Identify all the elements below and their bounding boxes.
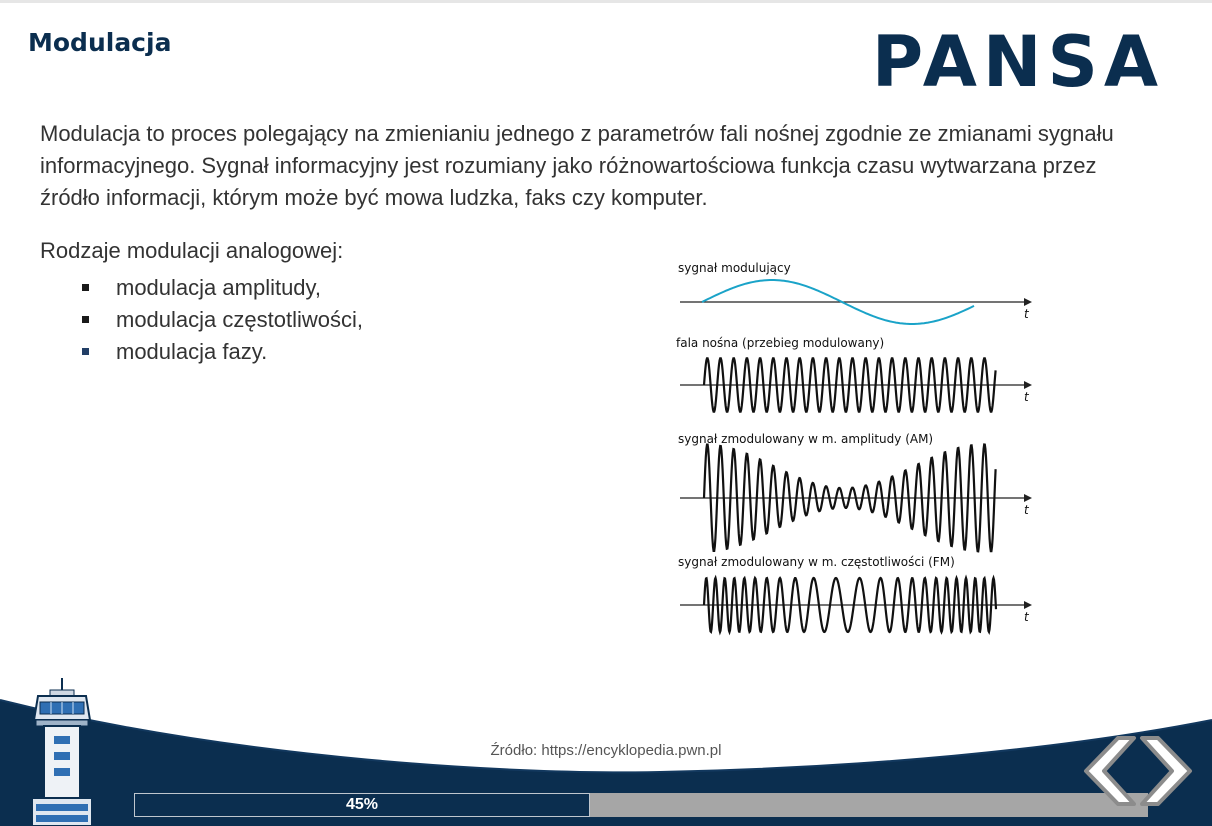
axis-label-t: t	[1024, 390, 1030, 404]
bullet-icon	[82, 284, 89, 291]
axis-modulating	[680, 298, 1032, 306]
chevron-right-icon	[1140, 736, 1192, 806]
chevron-left-icon	[1084, 736, 1136, 806]
progress-bar-fill	[134, 793, 590, 817]
list-item: modulacja częstotliwości,	[78, 304, 363, 336]
list-item-label: modulacja fazy.	[116, 339, 268, 364]
panel-label-am: sygnał zmodulowany w m. amplitudy (AM)	[678, 432, 933, 446]
axis-label-t: t	[1024, 610, 1030, 624]
panel-label-fm: sygnał zmodulowany w m. częstotliwości (…	[678, 555, 955, 569]
list-item-label: modulacja częstotliwości,	[116, 307, 363, 332]
list-item-label: modulacja amplitudy,	[116, 275, 322, 300]
control-tower-icon	[31, 678, 93, 826]
top-border	[0, 0, 1212, 3]
panel-label-modulating: sygnał modulujący	[678, 261, 791, 275]
fm-wave	[702, 574, 998, 636]
svg-text:PANSA: PANSA	[872, 21, 1164, 100]
panel-label-carrier: fala nośna (przebieg modulowany)	[676, 336, 884, 350]
intro-paragraph: Modulacja to proces polegający na zmieni…	[40, 121, 1114, 210]
modulation-figure: sygnał modulujący fala nośna (przebieg m…	[676, 261, 1032, 636]
axis-label-t: t	[1024, 307, 1030, 321]
am-wave	[702, 443, 997, 553]
previous-slide-button[interactable]	[1076, 734, 1138, 808]
list-item: modulacja amplitudy,	[78, 272, 363, 304]
pansa-logo: PANSA	[872, 21, 1164, 100]
progress-label: 45%	[345, 796, 379, 813]
modulation-types-heading: Rodzaje modulacji analogowej:	[40, 238, 344, 263]
bullet-icon	[82, 348, 89, 355]
modulating-signal-wave	[701, 279, 975, 325]
bullet-icon	[82, 316, 89, 323]
slide-title: Modulacja	[28, 28, 172, 57]
modulation-types-list: modulacja amplitudy, modulacja częstotli…	[78, 272, 363, 368]
list-item: modulacja fazy.	[78, 336, 363, 368]
axis-label-t: t	[1024, 503, 1030, 517]
next-slide-button[interactable]	[1138, 734, 1200, 808]
carrier-wave	[702, 357, 997, 413]
source-caption: Źródło: https://encyklopedia.pwn.pl	[490, 742, 722, 759]
